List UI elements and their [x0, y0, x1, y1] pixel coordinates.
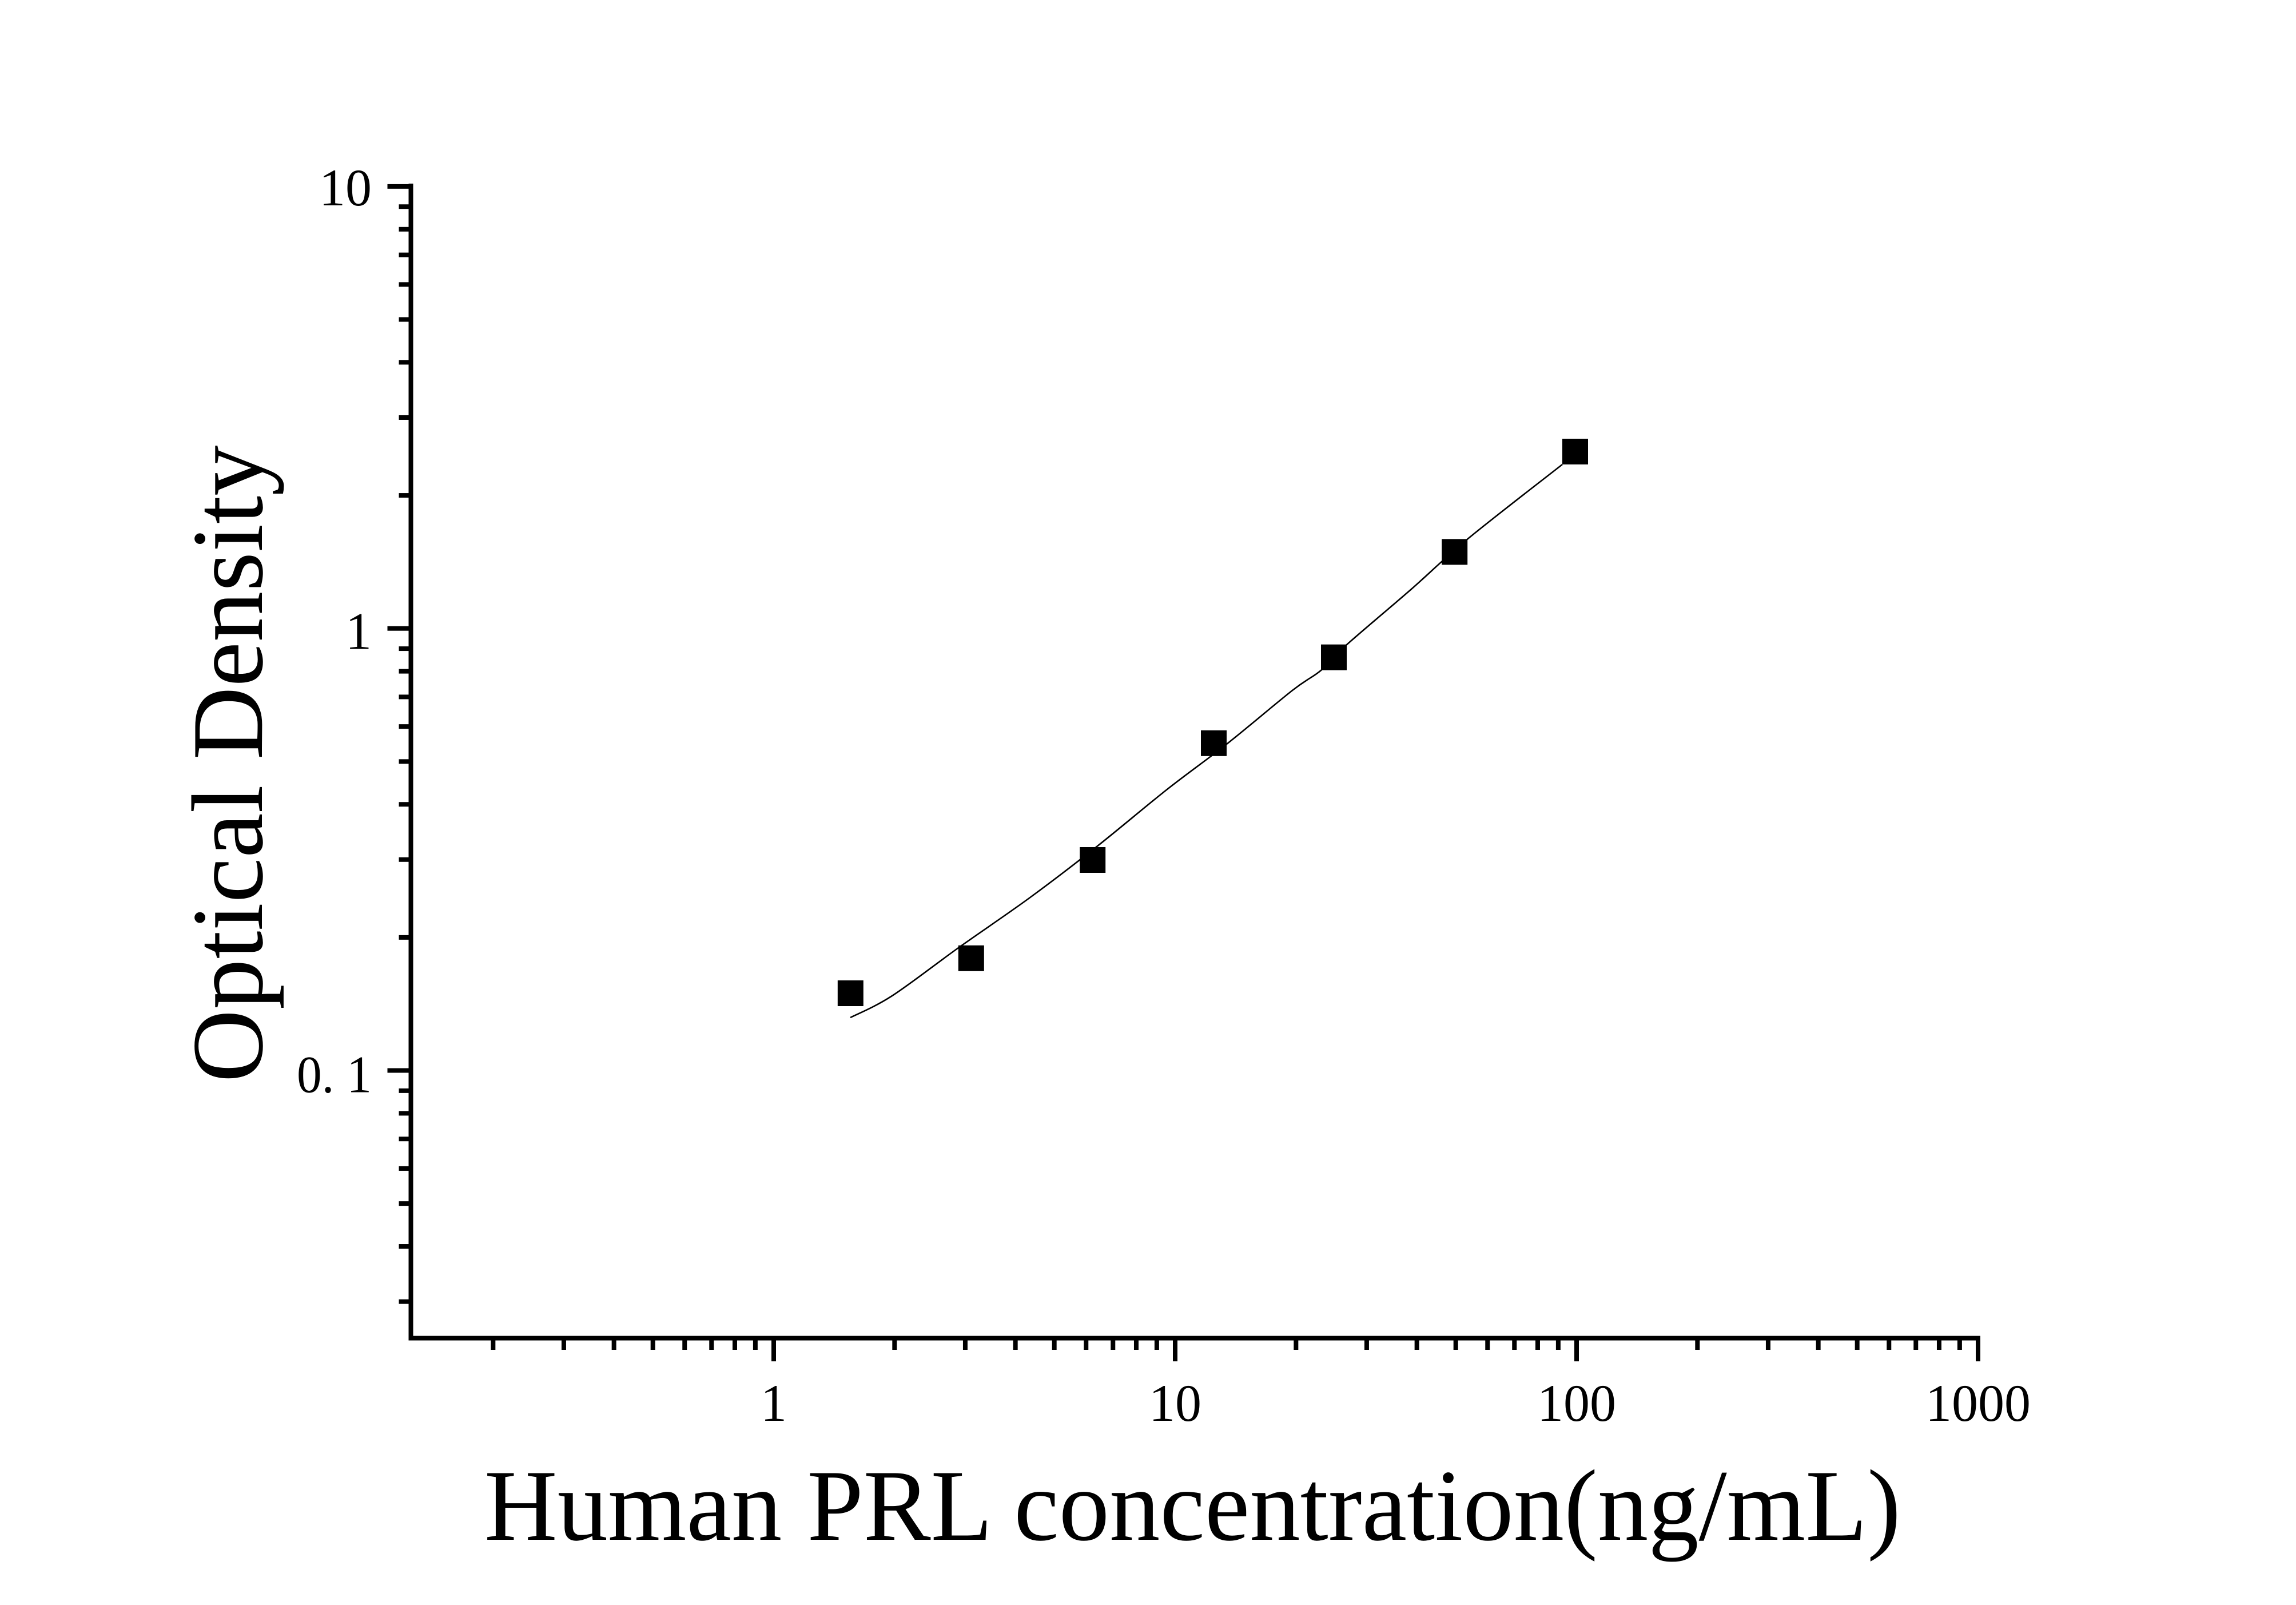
- svg-text:100: 100: [1537, 1374, 1616, 1432]
- svg-text:Human PRL concentration(ng/mL): Human PRL concentration(ng/mL): [484, 1449, 1901, 1562]
- svg-text:10: 10: [319, 158, 372, 217]
- svg-text:1: 1: [345, 602, 372, 661]
- svg-text:1: 1: [761, 1374, 787, 1432]
- svg-text:10: 10: [1149, 1374, 1201, 1432]
- svg-text:1000: 1000: [1925, 1374, 2031, 1432]
- svg-text:Optical Density: Optical Density: [171, 446, 284, 1083]
- svg-text:0. 1: 0. 1: [297, 1046, 372, 1104]
